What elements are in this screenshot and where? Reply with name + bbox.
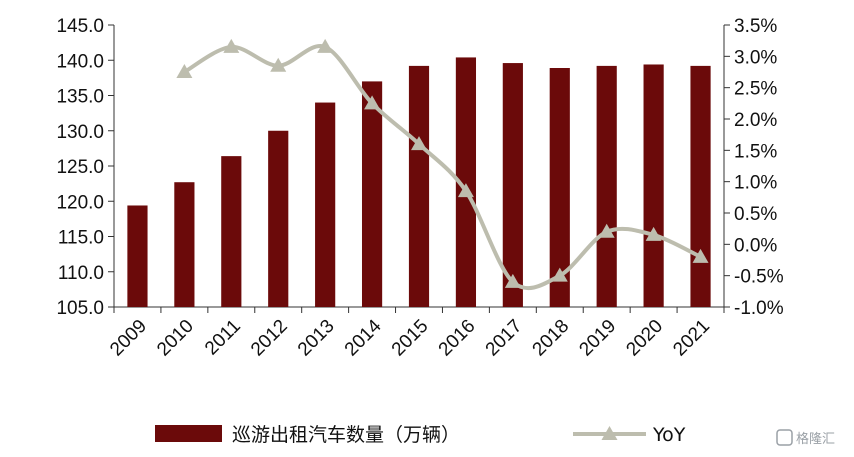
yoy-point-triangle [317,38,334,53]
watermark-logo-icon [776,429,793,446]
yoy-point-triangle [176,64,193,78]
y-right-tick-label: 1.5% [734,141,777,162]
bar-series [127,57,711,308]
yoy-point-triangle [598,223,615,238]
yoy-point-triangle [457,183,474,198]
yoy-point-triangle [645,226,662,241]
yoy-point-triangle [551,267,568,282]
bar [502,63,523,307]
y-right-tick-label: -0.5% [734,267,784,288]
y-right-tick-label: -1.0% [734,298,784,319]
y-right-tick-label: 3.0% [734,47,777,68]
x-tick-label: 2017 [482,316,527,361]
x-tick-label: 2020 [622,316,667,361]
yoy-point-triangle [364,95,381,110]
y-left-tick-label: 115.0 [58,228,104,249]
y-right-tick-label: 2.0% [734,110,777,131]
y-left-tick-label: 110.0 [58,263,104,284]
y-right-tick-label: 2.5% [734,79,777,100]
x-tick-label: 2009 [106,316,151,361]
x-tick-label: 2014 [341,315,386,360]
bar [174,182,195,307]
bar [549,68,570,307]
bar [221,156,242,307]
watermark: 格隆汇 [776,429,835,447]
watermark-label: 格隆汇 [796,431,835,447]
bar [690,65,711,307]
yoy-line [182,44,703,291]
yoy-point-triangle [411,136,427,151]
yoy-point-triangle [223,38,240,53]
bar [455,57,477,308]
y-left-tick-label: 105.0 [56,298,104,319]
x-tick-label: 2018 [529,316,574,361]
legend-marker-triangle [601,426,618,440]
y-right-tick-label: 1.0% [734,173,777,194]
y-right-tick-label: 3.5% [734,16,777,37]
x-tick-label: 2013 [294,316,339,361]
legend: 巡游出租汽车数量（万辆） YoY [155,424,686,446]
bar [361,81,383,308]
legend-label-bar: 巡游出租汽车数量（万辆） [232,424,460,446]
x-tick-label: 2010 [153,316,198,361]
x-tick-label: 2011 [201,316,245,360]
y-left-tick-label: 130.0 [56,122,104,143]
legend-label-yoy: YoY [652,424,686,446]
x-tick-label: 2021 [669,316,714,361]
yoy-point-triangle [270,57,287,72]
yoy-point-triangle [504,273,521,288]
y-left-tick-label: 140.0 [56,51,104,72]
y-left-tick-label: 120.0 [56,192,104,213]
y-right-tick-label: 0.5% [734,204,777,225]
bar [596,65,617,307]
x-tick-label: 2012 [247,316,292,361]
yoy-line-series [176,38,709,291]
y-left-tick-label: 135.0 [56,87,104,108]
bar [268,130,289,307]
bar [643,64,664,307]
legend-swatch-bar [155,425,222,442]
bar [408,65,430,307]
x-tick-label: 2015 [388,316,433,361]
x-tick-label: 2019 [575,316,620,361]
y-left-tick-label: 145.0 [56,16,104,37]
yoy-point-triangle [692,248,709,263]
x-tick-label: 2016 [435,316,480,361]
bar [127,205,148,307]
y-left-tick-label: 125.0 [56,157,104,178]
y-right-tick-label: 0.0% [734,235,777,256]
bar [315,102,336,307]
